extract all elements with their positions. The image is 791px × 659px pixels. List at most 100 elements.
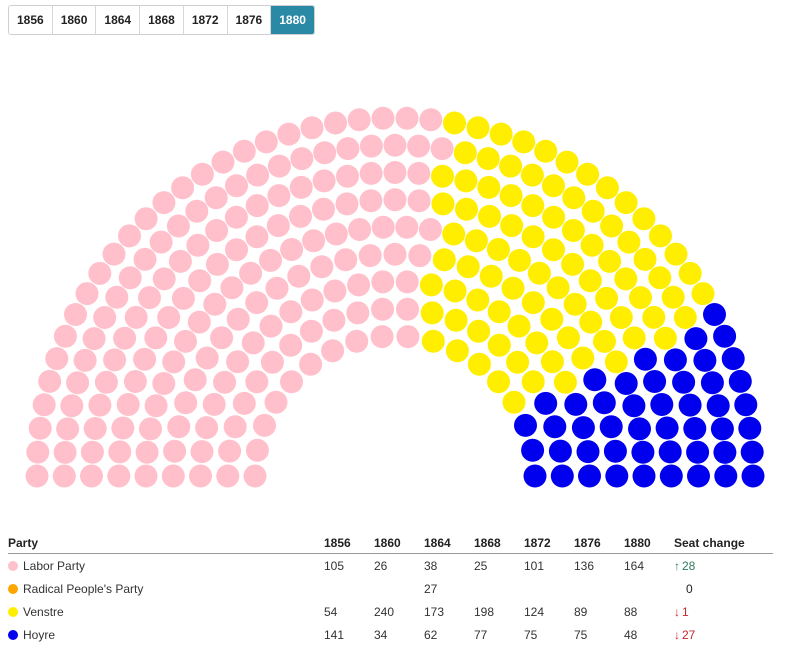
seat-labor-party [52, 464, 76, 488]
year-column-header: 1876 [574, 533, 624, 554]
seat-hoyre [550, 464, 574, 488]
seat-labor-party [118, 224, 141, 248]
seat-labor-party [243, 464, 267, 488]
seat-venstre [562, 186, 586, 210]
party-color-swatch [8, 629, 18, 640]
seat-count-cell [374, 577, 424, 600]
seat-hoyre [633, 347, 657, 371]
seat-count-cell: 38 [424, 558, 438, 573]
seat-labor-party [267, 154, 291, 178]
year-tab-1872[interactable]: 1872 [183, 6, 228, 34]
seat-count-cell: 240 [374, 604, 395, 619]
seat-change-value: 28 [682, 558, 696, 573]
seat-venstre [467, 319, 491, 343]
seat-venstre [512, 130, 536, 154]
seat-count-cell [574, 577, 624, 600]
seat-labor-party [383, 188, 407, 212]
seat-labor-party [277, 122, 301, 146]
seat-count-cell: 136 [574, 558, 595, 573]
seat-venstre [595, 176, 619, 200]
seat-labor-party [310, 255, 334, 279]
seat-count-cell: 164 [624, 558, 645, 573]
seat-labor-party [345, 329, 369, 353]
seat-count-cell: 173 [424, 604, 445, 619]
seat-labor-party [118, 266, 142, 290]
year-tab-1856[interactable]: 1856 [9, 6, 53, 34]
seat-hoyre [658, 440, 682, 464]
seat-labor-party [28, 416, 52, 440]
seat-venstre [502, 390, 526, 414]
seat-hoyre [564, 392, 588, 416]
seat-labor-party [287, 264, 311, 288]
seat-labor-party [216, 464, 240, 488]
seat-hoyre [693, 348, 717, 372]
party-cell: Labor Party [8, 554, 324, 578]
year-tab-1868[interactable]: 1868 [140, 6, 184, 34]
party-name: Hoyre [23, 627, 56, 642]
seat-labor-party [279, 300, 303, 324]
seat-labor-party [116, 393, 140, 416]
seat-labor-party [144, 394, 168, 418]
seat-venstre [464, 229, 488, 253]
party-column-header: Party [8, 533, 324, 554]
seat-labor-party [32, 393, 56, 417]
seat-count-cell: 62 [424, 627, 438, 642]
seat-labor-party [152, 267, 176, 291]
seat-venstre [521, 370, 545, 394]
seat-labor-party [66, 371, 90, 395]
seat-venstre [600, 214, 624, 238]
seat-count-cell: 75 [524, 627, 538, 642]
seat-count-cell: 27 [424, 581, 438, 596]
seat-venstre [487, 300, 511, 324]
seat-venstre [506, 350, 530, 374]
seat-hoyre [663, 348, 687, 372]
seat-labor-party [280, 370, 303, 394]
seat-labor-party [371, 270, 395, 294]
year-column-header: 1880 [624, 533, 674, 554]
seat-labor-party [224, 205, 248, 229]
seat-venstre [648, 266, 672, 290]
seat-venstre [556, 326, 580, 350]
seat-change-value: 1 [682, 604, 689, 619]
year-tab-1860[interactable]: 1860 [52, 6, 97, 34]
seat-labor-party [245, 291, 269, 315]
year-column-header: 1860 [374, 533, 424, 554]
seat-hoyre [687, 464, 710, 488]
seat-count-cell: 26 [374, 558, 388, 573]
seat-labor-party [149, 230, 173, 254]
seat-labor-party [73, 348, 97, 372]
seat-labor-party [174, 329, 197, 353]
seat-venstre [579, 310, 603, 334]
seat-labor-party [359, 134, 383, 158]
seat-count-cell [324, 577, 374, 600]
party-cell: Hoyre [8, 623, 324, 646]
seat-labor-party [161, 464, 185, 488]
seat-venstre [455, 197, 478, 221]
seat-hoyre [713, 324, 737, 348]
seat-labor-party [64, 303, 87, 326]
seat-labor-party [245, 438, 269, 462]
seat-venstre [581, 199, 605, 223]
year-tab-1876[interactable]: 1876 [227, 6, 272, 34]
seat-hoyre [710, 417, 734, 441]
party-color-swatch [8, 583, 18, 594]
seat-labor-party [185, 199, 209, 223]
seat-labor-party [347, 273, 371, 297]
seat-hoyre [523, 464, 547, 488]
year-tab-1864[interactable]: 1864 [96, 6, 141, 34]
seat-venstre [507, 314, 531, 338]
seat-labor-party [358, 244, 382, 268]
seat-labor-party [346, 301, 370, 325]
seat-labor-party [157, 306, 181, 329]
seat-count-cell: 89 [574, 604, 588, 619]
party-cell: Venstre [8, 600, 324, 623]
seat-venstre [501, 276, 525, 300]
seat-labor-party [430, 137, 454, 161]
year-tab-1880[interactable]: 1880 [271, 6, 314, 34]
seat-hoyre [728, 369, 752, 393]
seat-count-cell: 54 [324, 604, 338, 619]
seat-labor-party [226, 307, 250, 331]
seat-labor-party [226, 350, 250, 374]
seat-labor-party [144, 326, 168, 350]
seat-venstre [486, 238, 510, 261]
